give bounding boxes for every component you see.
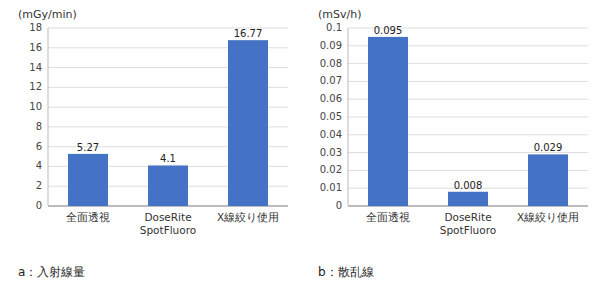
y-tick-label: 0.01 [320, 182, 342, 193]
y-tick-label: 14 [29, 62, 42, 73]
chart-container: 0246810121416185.274.116.77全面透視DoseRiteS… [0, 0, 600, 288]
chart-svg: 0246810121416185.274.116.77全面透視DoseRiteS… [0, 0, 600, 288]
x-tick-label-line: 全面透視 [366, 211, 410, 223]
x-tick-label-line: X線絞り使用 [217, 211, 279, 223]
bars [68, 40, 268, 206]
x-tick-label: X線絞り使用 [517, 211, 579, 223]
y-axis-line [48, 28, 49, 206]
bar [528, 154, 568, 206]
y-tick-label: 0.07 [320, 75, 342, 86]
data-label: 0.095 [374, 25, 403, 36]
x-tick-label-line: DoseRite [444, 211, 491, 223]
y-tick-label: 0.04 [320, 129, 342, 140]
bar [148, 165, 188, 206]
x-tick-label-line: 全面透視 [66, 211, 110, 223]
bar [228, 40, 268, 206]
chart-title: a：入射線量 [18, 265, 85, 279]
y-tick-label: 0.05 [320, 111, 342, 122]
x-tick-label-line: X線絞り使用 [517, 211, 579, 223]
y-tick-label: 0 [336, 200, 342, 211]
y-tick-label: 0.03 [320, 147, 342, 158]
y-tick-label: 6 [36, 141, 42, 152]
x-tick-label-line: SpotFluoro [440, 224, 496, 236]
y-axis-label: (mSv/h) [318, 8, 361, 21]
data-label: 5.27 [77, 142, 99, 153]
bars [368, 37, 568, 206]
x-tick-label: 全面透視 [366, 211, 410, 223]
panel: 0 0.01 0.02 0.03 0.04 0.05 0.06 0.07 0.08 0.09 0.1… [318, 8, 588, 279]
panel: 0 2 4 6 8 10 12 14 16 18 5.27 4.1 16.77 全面透視 DoseRiteS… [18, 8, 288, 279]
data-label: 16.77 [234, 28, 263, 39]
y-tick-label: 0.02 [320, 164, 342, 175]
y-tick-label: 0.1 [326, 22, 342, 33]
x-tick-label: 全面透視 [66, 211, 110, 223]
y-tick-label: 12 [29, 81, 42, 92]
y-tick-label: 16 [29, 42, 42, 53]
data-label: 0.029 [534, 142, 563, 153]
x-tick-label: DoseRiteSpotFluoro [440, 211, 496, 236]
y-tick-label: 10 [29, 101, 42, 112]
x-tick-label-line: SpotFluoro [140, 224, 196, 236]
bar [448, 192, 488, 206]
y-tick-label: 18 [29, 22, 42, 33]
bar [68, 154, 108, 206]
y-tick-label: 0.08 [320, 58, 342, 69]
bar [368, 37, 408, 206]
y-tick-label: 0 [36, 200, 42, 211]
data-label: 4.1 [160, 153, 176, 164]
y-axis-line [348, 28, 349, 206]
x-tick-label-line: DoseRite [144, 211, 191, 223]
y-tick-label: 4 [36, 160, 42, 171]
y-axis-label: (mGy/min) [18, 8, 77, 21]
y-tick-label: 0.06 [320, 93, 342, 104]
y-tick-label: 2 [36, 180, 42, 191]
y-tick-label: 0.09 [320, 40, 342, 51]
data-label: 0.008 [454, 180, 483, 191]
x-tick-label: X線絞り使用 [217, 211, 279, 223]
chart-title: b：散乱線 [318, 265, 374, 279]
x-tick-label: DoseRiteSpotFluoro [140, 211, 196, 236]
y-tick-label: 8 [36, 121, 42, 132]
